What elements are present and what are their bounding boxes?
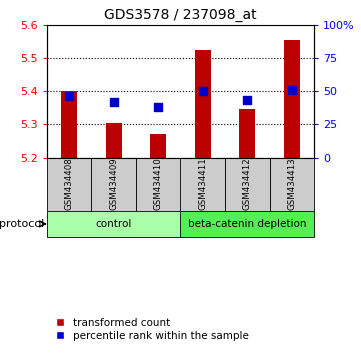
Text: GSM434411: GSM434411 <box>198 158 207 211</box>
Point <box>111 99 117 104</box>
Bar <box>195 50 210 158</box>
Text: control: control <box>96 219 132 229</box>
Text: beta-catenin depletion: beta-catenin depletion <box>188 219 306 229</box>
Legend: transformed count, percentile rank within the sample: transformed count, percentile rank withi… <box>52 314 253 345</box>
Title: GDS3578 / 237098_at: GDS3578 / 237098_at <box>104 8 257 22</box>
Text: GSM434412: GSM434412 <box>243 158 252 211</box>
Point <box>200 88 206 94</box>
Bar <box>151 134 166 158</box>
Text: protocol: protocol <box>0 219 45 229</box>
Bar <box>180 158 225 211</box>
Bar <box>106 123 122 158</box>
Bar <box>47 211 180 237</box>
Text: GSM434409: GSM434409 <box>109 158 118 210</box>
Bar <box>180 211 314 237</box>
Bar <box>61 91 77 158</box>
Point <box>155 104 161 110</box>
Point <box>66 93 72 99</box>
Text: GSM434413: GSM434413 <box>287 158 296 211</box>
Bar <box>284 40 300 158</box>
Bar <box>136 158 180 211</box>
Bar <box>47 158 91 211</box>
Bar <box>225 158 270 211</box>
Bar <box>270 158 314 211</box>
Bar <box>91 158 136 211</box>
Point <box>244 98 250 103</box>
Text: GSM434408: GSM434408 <box>65 158 74 211</box>
Point <box>289 87 295 93</box>
Text: GSM434410: GSM434410 <box>154 158 163 211</box>
Bar <box>239 109 255 158</box>
